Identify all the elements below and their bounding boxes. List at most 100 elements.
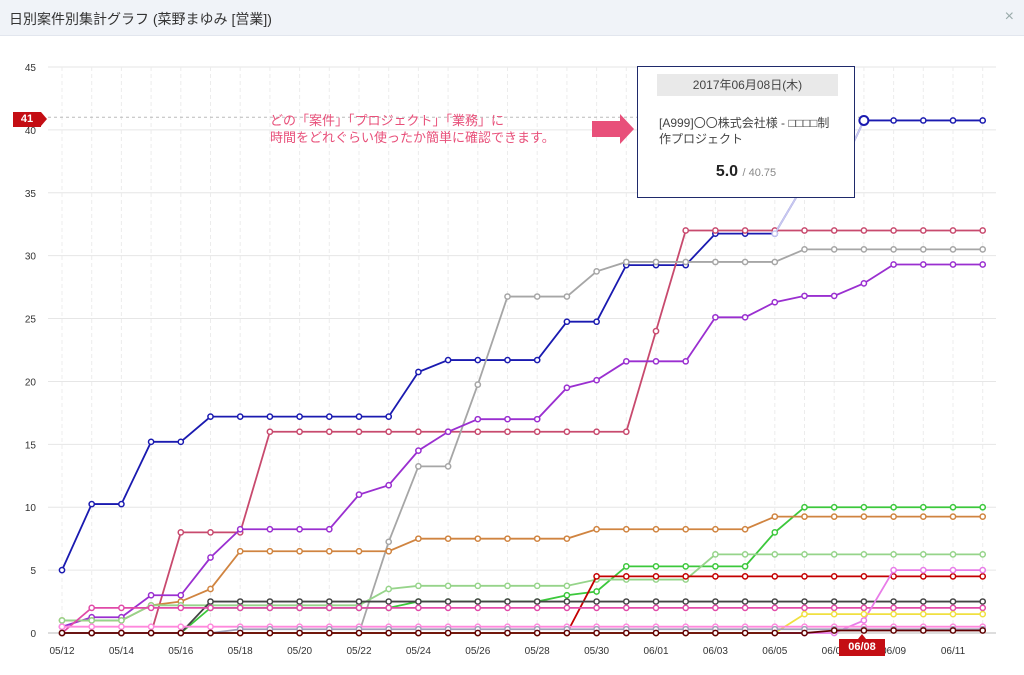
data-point — [801, 246, 808, 253]
data-point — [504, 356, 511, 364]
data-point — [325, 525, 333, 533]
data-point — [474, 598, 482, 605]
dialog-title: 日別案件別集計グラフ (菜野まゆみ [営業]) — [9, 11, 272, 27]
x-tick-label: 06/09 — [881, 646, 906, 657]
data-point — [207, 585, 214, 593]
x-tick-label: 05/24 — [406, 646, 431, 657]
data-point — [355, 547, 363, 555]
data-point — [355, 428, 363, 436]
data-point — [652, 573, 660, 580]
data-point — [58, 623, 66, 631]
data-point — [266, 413, 274, 421]
data-point — [563, 384, 571, 392]
data-point — [949, 598, 957, 605]
data-point — [979, 610, 987, 618]
data-point — [207, 529, 214, 536]
data-point — [979, 117, 987, 124]
data-point — [474, 535, 482, 543]
data-point — [979, 513, 987, 521]
data-point — [890, 598, 897, 605]
data-point — [890, 573, 897, 580]
data-point — [801, 227, 808, 234]
y-tick-label: 20 — [25, 377, 37, 388]
data-point — [979, 551, 987, 558]
data-point — [444, 535, 452, 543]
data-point — [919, 261, 927, 268]
highlight-point — [858, 114, 870, 126]
data-point — [563, 629, 571, 637]
data-point — [712, 573, 719, 580]
series-line-6 — [62, 553, 983, 622]
data-point — [860, 279, 868, 287]
data-point — [860, 604, 868, 612]
data-point — [563, 582, 571, 590]
data-point — [979, 573, 987, 580]
data-point — [533, 629, 541, 637]
data-point — [147, 629, 155, 637]
data-point — [741, 258, 749, 266]
data-point — [177, 438, 185, 446]
data-point — [949, 261, 957, 268]
data-point — [296, 598, 303, 605]
data-point — [474, 381, 482, 388]
data-point — [741, 598, 749, 605]
data-point — [949, 117, 957, 124]
series-line-1 — [62, 229, 983, 634]
data-point — [682, 357, 690, 365]
data-point — [504, 598, 511, 605]
data-point — [147, 591, 155, 599]
data-point — [860, 551, 868, 558]
data-point — [236, 598, 244, 605]
data-point — [355, 598, 363, 605]
data-point — [712, 598, 719, 605]
data-point — [58, 629, 66, 637]
x-tick-label: 05/28 — [525, 646, 550, 657]
data-point — [415, 428, 422, 436]
data-point — [830, 604, 838, 612]
data-point — [325, 604, 333, 612]
data-point — [890, 503, 897, 511]
data-point — [415, 535, 422, 543]
dialog-titlebar: 日別案件別集計グラフ (菜野まゆみ [営業]) × — [0, 0, 1024, 36]
data-point — [118, 623, 125, 631]
x-tick-label: 06/07 — [822, 646, 847, 657]
data-point — [801, 503, 808, 511]
data-point — [622, 629, 630, 637]
arrow-icon — [592, 114, 634, 144]
data-point — [563, 598, 571, 605]
data-point — [385, 481, 393, 489]
data-point — [236, 547, 244, 555]
data-point — [385, 547, 393, 555]
data-point — [296, 629, 303, 637]
data-point — [58, 566, 66, 574]
data-point — [860, 246, 868, 253]
y-tick-label: 0 — [30, 629, 36, 640]
data-point — [949, 246, 957, 253]
data-tooltip: 2017年06月08日(木) [A999]〇〇株式会社様 - □□□□制作プロジ… — [637, 66, 855, 198]
data-point — [741, 573, 749, 580]
data-point — [593, 588, 600, 595]
close-icon[interactable]: × — [1004, 8, 1014, 25]
data-point — [919, 604, 927, 612]
data-point — [118, 604, 125, 612]
data-point — [979, 604, 987, 612]
data-point — [266, 598, 274, 605]
data-point — [593, 573, 600, 580]
data-point — [712, 629, 719, 637]
data-point — [325, 413, 333, 421]
data-point — [296, 604, 303, 612]
data-point — [830, 246, 838, 253]
y-tick-label: 25 — [25, 315, 37, 326]
data-point — [622, 428, 630, 436]
data-point — [712, 258, 719, 266]
data-point — [504, 428, 511, 436]
data-point — [682, 573, 690, 580]
data-point — [533, 598, 541, 605]
data-point — [533, 356, 541, 364]
data-point — [88, 500, 96, 508]
data-point — [207, 598, 214, 605]
data-point — [385, 585, 393, 593]
data-point — [415, 447, 422, 454]
data-point — [474, 582, 482, 590]
data-point — [830, 513, 838, 521]
